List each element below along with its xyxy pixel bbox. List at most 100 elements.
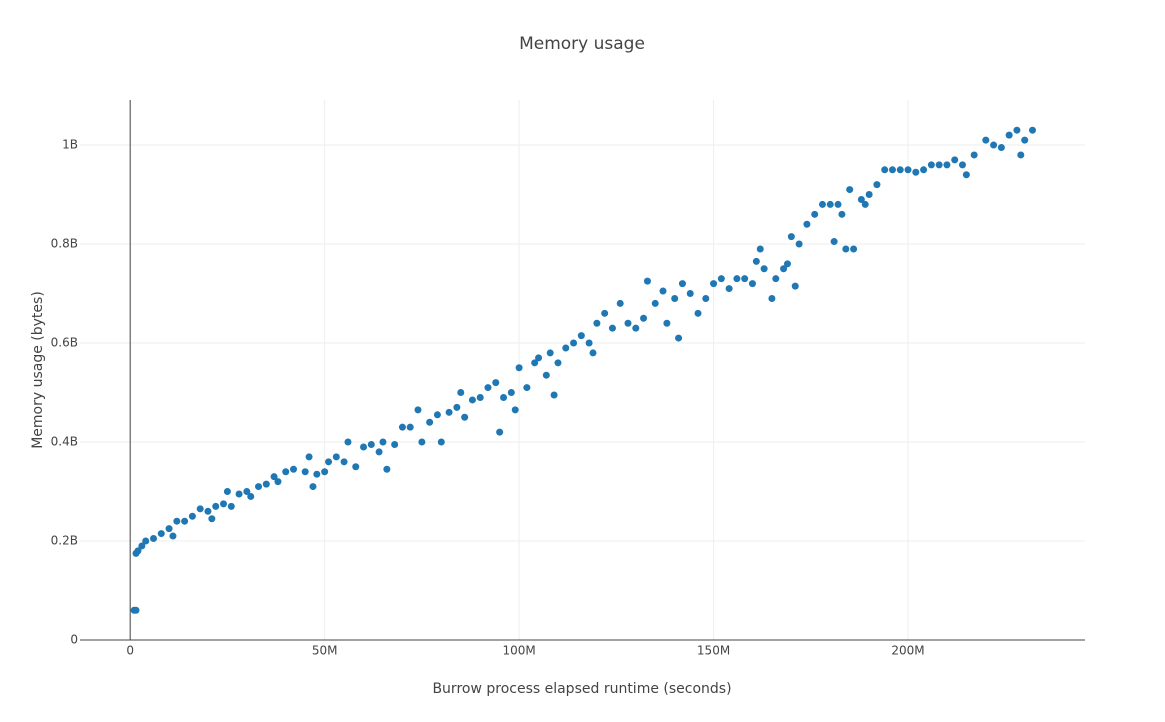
point bbox=[756, 245, 764, 253]
point bbox=[406, 423, 414, 431]
point bbox=[1028, 126, 1036, 134]
point bbox=[616, 299, 624, 307]
point bbox=[321, 468, 329, 476]
point bbox=[344, 438, 352, 446]
point bbox=[997, 144, 1005, 152]
point bbox=[694, 309, 702, 317]
point bbox=[414, 406, 422, 414]
point bbox=[375, 448, 383, 456]
point bbox=[235, 490, 243, 498]
y-tick-label: 0.2B bbox=[51, 534, 78, 548]
x-tick-label: 200M bbox=[891, 644, 924, 658]
point bbox=[826, 200, 834, 208]
point bbox=[500, 393, 508, 401]
point bbox=[1005, 131, 1013, 139]
point bbox=[157, 530, 165, 538]
point bbox=[313, 470, 321, 478]
point bbox=[834, 200, 842, 208]
point bbox=[437, 438, 445, 446]
point bbox=[418, 438, 426, 446]
point bbox=[476, 393, 484, 401]
point bbox=[142, 537, 150, 545]
point bbox=[787, 233, 795, 241]
point bbox=[379, 438, 387, 446]
point bbox=[904, 166, 912, 174]
point bbox=[881, 166, 889, 174]
point bbox=[132, 606, 140, 614]
point bbox=[927, 161, 935, 169]
point bbox=[783, 260, 791, 268]
point bbox=[791, 282, 799, 290]
point bbox=[651, 299, 659, 307]
point bbox=[760, 265, 768, 273]
point bbox=[589, 349, 597, 357]
point bbox=[678, 280, 686, 288]
point bbox=[632, 324, 640, 332]
point bbox=[270, 473, 278, 481]
point bbox=[795, 240, 803, 248]
point bbox=[990, 141, 998, 149]
point bbox=[752, 257, 760, 265]
point bbox=[535, 354, 543, 362]
point bbox=[461, 413, 469, 421]
point bbox=[181, 517, 189, 525]
point bbox=[710, 280, 718, 288]
point bbox=[196, 505, 204, 513]
y-axis-title: Memory usage (bytes) bbox=[30, 291, 46, 449]
point bbox=[659, 287, 667, 295]
x-axis-title: Burrow process elapsed runtime (seconds) bbox=[432, 681, 731, 697]
point bbox=[593, 319, 601, 327]
point bbox=[511, 406, 519, 414]
point bbox=[943, 161, 951, 169]
y-tick-label: 0 bbox=[70, 633, 78, 647]
point bbox=[165, 525, 173, 533]
point bbox=[367, 440, 375, 448]
point bbox=[748, 280, 756, 288]
point bbox=[433, 411, 441, 419]
point bbox=[741, 275, 749, 283]
point bbox=[274, 478, 282, 486]
point bbox=[227, 502, 235, 510]
point bbox=[663, 319, 671, 327]
y-tick-label: 0.6B bbox=[51, 336, 78, 350]
point bbox=[223, 488, 231, 496]
point bbox=[1017, 151, 1025, 159]
point bbox=[290, 465, 298, 473]
point bbox=[468, 396, 476, 404]
point bbox=[426, 418, 434, 426]
point bbox=[920, 166, 928, 174]
point bbox=[935, 161, 943, 169]
point bbox=[492, 379, 500, 387]
point bbox=[830, 238, 838, 246]
point bbox=[725, 285, 733, 293]
point bbox=[803, 220, 811, 228]
x-tick-label: 50M bbox=[312, 644, 338, 658]
point bbox=[484, 384, 492, 392]
point bbox=[150, 535, 158, 543]
point bbox=[850, 245, 858, 253]
point bbox=[888, 166, 896, 174]
point bbox=[958, 161, 966, 169]
point bbox=[542, 371, 550, 379]
point bbox=[780, 265, 788, 273]
point bbox=[686, 290, 694, 298]
point bbox=[220, 500, 228, 508]
y-tick-label: 0.8B bbox=[51, 237, 78, 251]
point bbox=[608, 324, 616, 332]
point bbox=[671, 294, 679, 302]
point bbox=[733, 275, 741, 283]
point bbox=[391, 440, 399, 448]
point bbox=[352, 463, 360, 471]
x-tick-label: 100M bbox=[502, 644, 535, 658]
point bbox=[325, 458, 333, 466]
point bbox=[188, 512, 196, 520]
point bbox=[550, 391, 558, 399]
point bbox=[445, 408, 453, 416]
x-tick-label: 0 bbox=[126, 644, 134, 658]
point bbox=[865, 191, 873, 199]
point bbox=[309, 483, 317, 491]
point bbox=[838, 210, 846, 218]
point bbox=[570, 339, 578, 347]
point bbox=[453, 403, 461, 411]
